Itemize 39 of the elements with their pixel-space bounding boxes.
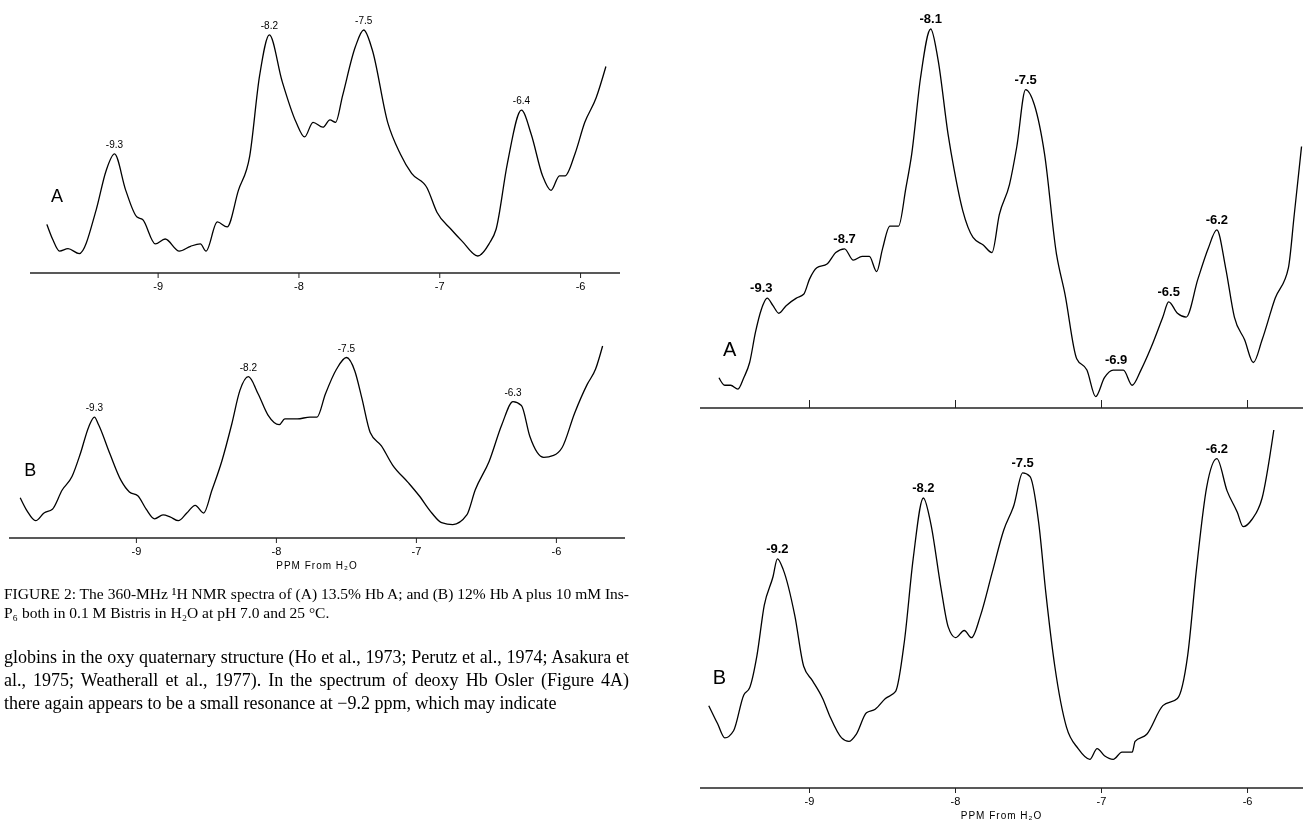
annotation: -8.2	[239, 361, 258, 373]
x-tick-label: -6	[575, 280, 586, 292]
x-tick-label: -7	[434, 280, 445, 292]
x-tick-label: -7	[1096, 795, 1107, 807]
x-tick-label: -6	[551, 545, 562, 557]
annotation: -6.2	[1205, 211, 1229, 227]
annotation: -9.3	[105, 138, 124, 150]
series-label: A	[722, 337, 737, 360]
annotation: -7.5	[337, 342, 356, 354]
annotation: -6.2	[1205, 440, 1229, 456]
x-axis-title: PPM From H₂O	[276, 560, 358, 571]
x-tick-label: -8	[271, 545, 282, 557]
annotation: -9.2	[766, 540, 789, 556]
annotation: -9.3	[85, 402, 104, 414]
x-tick-label: -9	[131, 545, 142, 557]
annotation: -6.9	[1104, 352, 1128, 368]
annotation: -8.2	[260, 19, 279, 31]
caption: FIGURE 2: The 360-MHz ¹H NMR spectra of (A) 13.5% Hb A; and (B) 12% Hb A plus 10 mM Ins-P₆ both in 0.1 M Bistris in H₂O at pH 7.0 and 25 °C.	[4, 584, 629, 622]
annotation: -6.4	[512, 95, 531, 107]
text: globins in the oxy quaternary structure (Ho et al., 1973; Perutz et al., 1974; Asakura et al., 1975; Weatherall et al., 1977). In the spectrum of deoxy Hb Osler (Figure 4A) there again appears to be a small resonance at −9.2 ppm, which may indicate	[4, 646, 629, 715]
series-label: B	[712, 665, 727, 688]
annotation: -9.3	[750, 280, 773, 296]
x-tick-label: -9	[804, 795, 815, 807]
annotation: -7.5	[1014, 71, 1037, 87]
annotation: -8.1	[919, 11, 942, 26]
annotation: -8.7	[833, 230, 856, 246]
annotation: -8.2	[912, 480, 935, 496]
x-tick-label: -9	[153, 280, 164, 292]
annotation: -6.3	[504, 386, 523, 398]
x-tick-label: -8	[294, 280, 304, 292]
annotation: -7.5	[355, 15, 373, 26]
series-label: A	[50, 186, 63, 207]
annotation: -6.5	[1157, 283, 1180, 299]
series-label: B	[24, 459, 37, 480]
x-tick-label: -6	[1242, 795, 1253, 807]
x-tick-label: -8	[950, 795, 961, 807]
annotation: -7.5	[1011, 454, 1034, 470]
x-axis-title: PPM From H₂O	[960, 810, 1043, 821]
x-tick-label: -7	[411, 545, 422, 557]
